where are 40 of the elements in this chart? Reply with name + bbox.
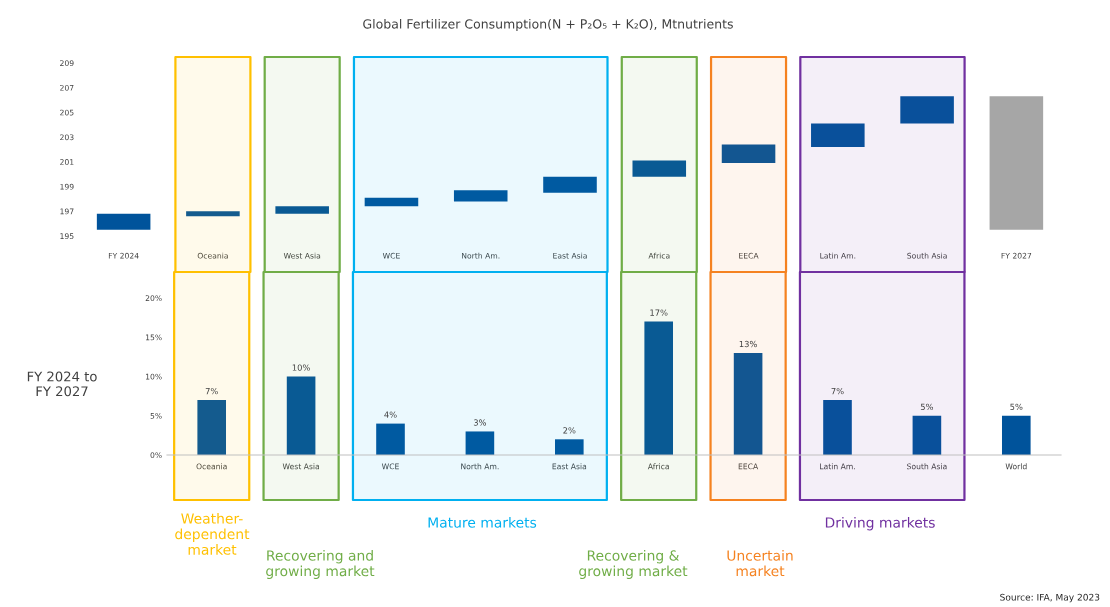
- band-label: Recovering and growing market: [266, 550, 375, 579]
- band-label: Weather- dependent market: [175, 513, 250, 555]
- bar: [555, 439, 584, 455]
- data-label: 5%: [920, 403, 934, 410]
- data-label: 5%: [1010, 403, 1023, 410]
- bar: [453, 190, 508, 202]
- bar: [96, 213, 151, 230]
- bar: [721, 144, 776, 164]
- band-label: Uncertain market: [727, 550, 793, 577]
- bar: [900, 96, 954, 124]
- bar: [465, 431, 495, 455]
- bar: [186, 211, 240, 217]
- data-label: 7%: [205, 387, 218, 395]
- bar: [632, 160, 687, 177]
- data-label: 17%: [650, 309, 668, 316]
- bar: [989, 96, 1044, 230]
- bar: [275, 206, 329, 214]
- data-label: 3%: [473, 419, 487, 426]
- band-label: Mature markets: [428, 517, 537, 528]
- data-label: 13%: [739, 340, 757, 348]
- data-label: 10%: [292, 364, 310, 371]
- bar: [1002, 415, 1031, 455]
- chart-title: Global Fertilizer Consumption(N + P₂O₅ + K₂O), Mtnutrients: [363, 18, 733, 32]
- band-label: Driving markets: [825, 517, 935, 531]
- bar: [286, 376, 316, 455]
- data-label: 7%: [831, 387, 844, 395]
- bar: [912, 415, 942, 455]
- bar: [811, 123, 865, 148]
- bar: [364, 197, 419, 207]
- band-label: Recovering & growing market: [579, 550, 688, 579]
- bar: [823, 400, 852, 455]
- bar: [644, 321, 673, 455]
- bar: [543, 176, 597, 193]
- y-axis-title: FY 2024 to FY 2027: [27, 371, 97, 397]
- bar: [197, 400, 226, 455]
- data-label: 2%: [563, 427, 576, 434]
- bar: [376, 423, 405, 455]
- bar: [733, 352, 763, 455]
- data-label: 4%: [384, 411, 397, 418]
- source-note: Source: IFA, May 2023: [1000, 593, 1100, 603]
